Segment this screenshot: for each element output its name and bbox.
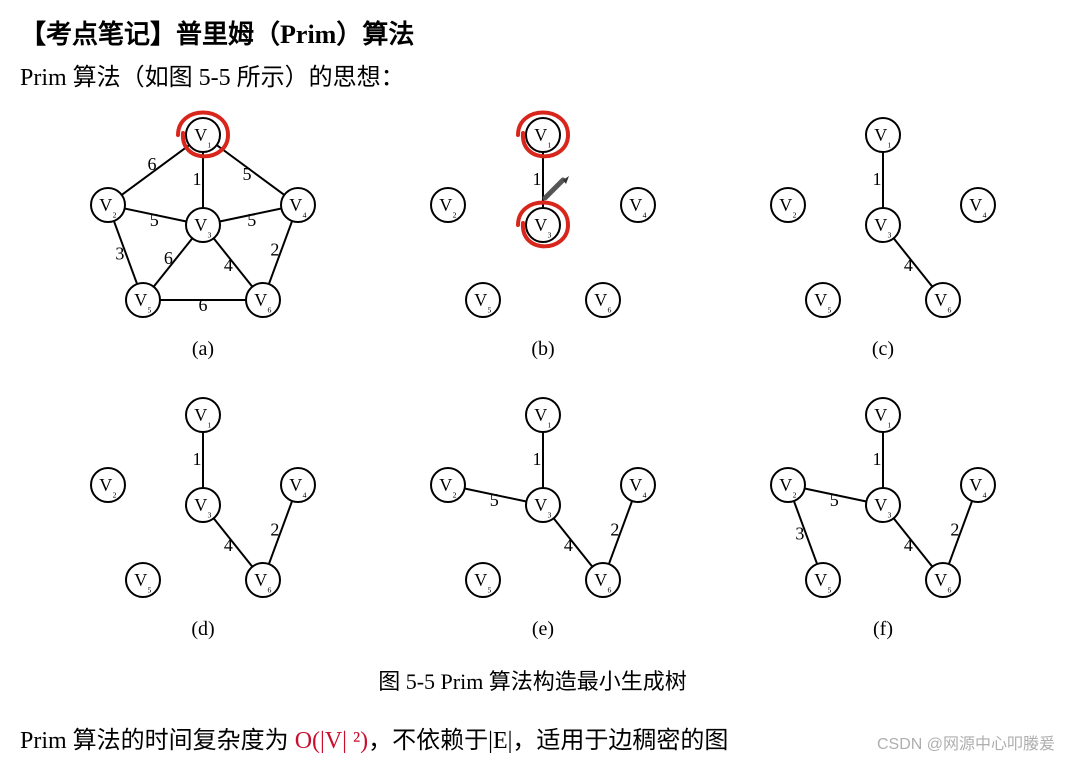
pencil-icon xyxy=(545,176,569,198)
panel-b-svg: 1V₁V₂V₃V₄V₅V₆(b) xyxy=(393,100,693,360)
panel-label-b: (b) xyxy=(531,338,554,360)
panel-f: 14253V₁V₂V₃V₄V₅V₆(f) xyxy=(733,380,1033,640)
weight-V3-V5: 6 xyxy=(163,248,172,268)
panel-a-svg: 6155536426V₁V₂V₃V₄V₅V₆(a) xyxy=(53,100,353,360)
edge-V3-V6 xyxy=(213,518,252,566)
edge-V3-V5 xyxy=(153,238,192,286)
weight-V2-V5: 3 xyxy=(115,244,124,264)
panel-e: 1425V₁V₂V₃V₄V₅V₆(e) xyxy=(393,380,693,640)
tag: 【考点笔记】 xyxy=(20,20,176,49)
weight-V3-V4: 5 xyxy=(247,210,256,230)
panel-a: 6155536426V₁V₂V₃V₄V₅V₆(a) xyxy=(53,100,353,360)
weight-V1-V4: 5 xyxy=(242,164,251,184)
edge-V3-V6 xyxy=(553,518,592,566)
weight-V2-V3: 5 xyxy=(489,490,498,510)
weight-V1-V3: 1 xyxy=(192,169,201,189)
title-en: Prim xyxy=(280,20,336,49)
weight-V1-V3: 1 xyxy=(192,449,201,469)
panel-label-a: (a) xyxy=(191,338,213,360)
panel-d: 142V₁V₂V₃V₄V₅V₆(d) xyxy=(53,380,353,640)
weight-V2-V5: 3 xyxy=(795,524,804,544)
edge-V3-V6 xyxy=(213,238,252,286)
watermark: CSDN @网源中心叩媵爰 xyxy=(877,730,1055,754)
title-line: 【考点笔记】普里姆（Prim）算法 xyxy=(20,14,1045,51)
figure-caption: 图 5-5 Prim 算法构造最小生成树 xyxy=(20,664,1045,696)
weight-V3-V6: 4 xyxy=(563,535,572,555)
weight-V3-V6: 4 xyxy=(903,255,912,275)
edge-V3-V6 xyxy=(893,518,932,566)
weight-V2-V3: 5 xyxy=(829,490,838,510)
figure-5-5: 6155536426V₁V₂V₃V₄V₅V₆(a)1V₁V₂V₃V₄V₅V₆(b… xyxy=(33,100,1033,660)
panel-e-svg: 1425V₁V₂V₃V₄V₅V₆(e) xyxy=(393,380,693,640)
weight-V4-V6: 2 xyxy=(270,239,279,259)
weight-V4-V6: 2 xyxy=(610,519,619,539)
weight-V3-V6: 4 xyxy=(903,535,912,555)
panel-label-d: (d) xyxy=(191,618,214,640)
weight-V4-V6: 2 xyxy=(950,519,959,539)
weight-V5-V6: 6 xyxy=(198,295,207,315)
panel-f-svg: 14253V₁V₂V₃V₄V₅V₆(f) xyxy=(733,380,1033,640)
panel-b: 1V₁V₂V₃V₄V₅V₆(b) xyxy=(393,100,693,360)
subtitle: Prim 算法（如图 5-5 所示）的思想： xyxy=(20,57,1045,92)
complexity: O(|V| ²) xyxy=(295,728,368,754)
panel-label-c: (c) xyxy=(871,338,893,360)
weight-V1-V3: 1 xyxy=(872,169,881,189)
panel-label-f: (f) xyxy=(873,618,893,640)
panel-label-e: (e) xyxy=(531,618,553,640)
title-tail: ）算法 xyxy=(336,20,414,49)
weight-V3-V6: 4 xyxy=(223,535,232,555)
bottom-seg1: Prim 算法的时间复杂度为 xyxy=(20,728,295,754)
panel-c: 14V₁V₂V₃V₄V₅V₆(c) xyxy=(733,100,1033,360)
page-root: 【考点笔记】普里姆（Prim）算法 Prim 算法（如图 5-5 所示）的思想：… xyxy=(0,0,1065,760)
panel-c-svg: 14V₁V₂V₃V₄V₅V₆(c) xyxy=(733,100,1033,360)
weight-V3-V6: 4 xyxy=(223,255,232,275)
panel-d-svg: 142V₁V₂V₃V₄V₅V₆(d) xyxy=(53,380,353,640)
weight-V1-V3: 1 xyxy=(532,449,541,469)
edge-V3-V6 xyxy=(893,238,932,286)
weight-V4-V6: 2 xyxy=(270,519,279,539)
weight-V1-V3: 1 xyxy=(532,169,541,189)
weight-V2-V3: 5 xyxy=(149,210,158,230)
bottom-seg2: ，不依赖于|E|，适用于边稠密的图 xyxy=(368,728,728,754)
weight-V1-V2: 6 xyxy=(147,154,156,174)
title-cn: 普里姆（ xyxy=(176,20,280,49)
weight-V1-V3: 1 xyxy=(872,449,881,469)
